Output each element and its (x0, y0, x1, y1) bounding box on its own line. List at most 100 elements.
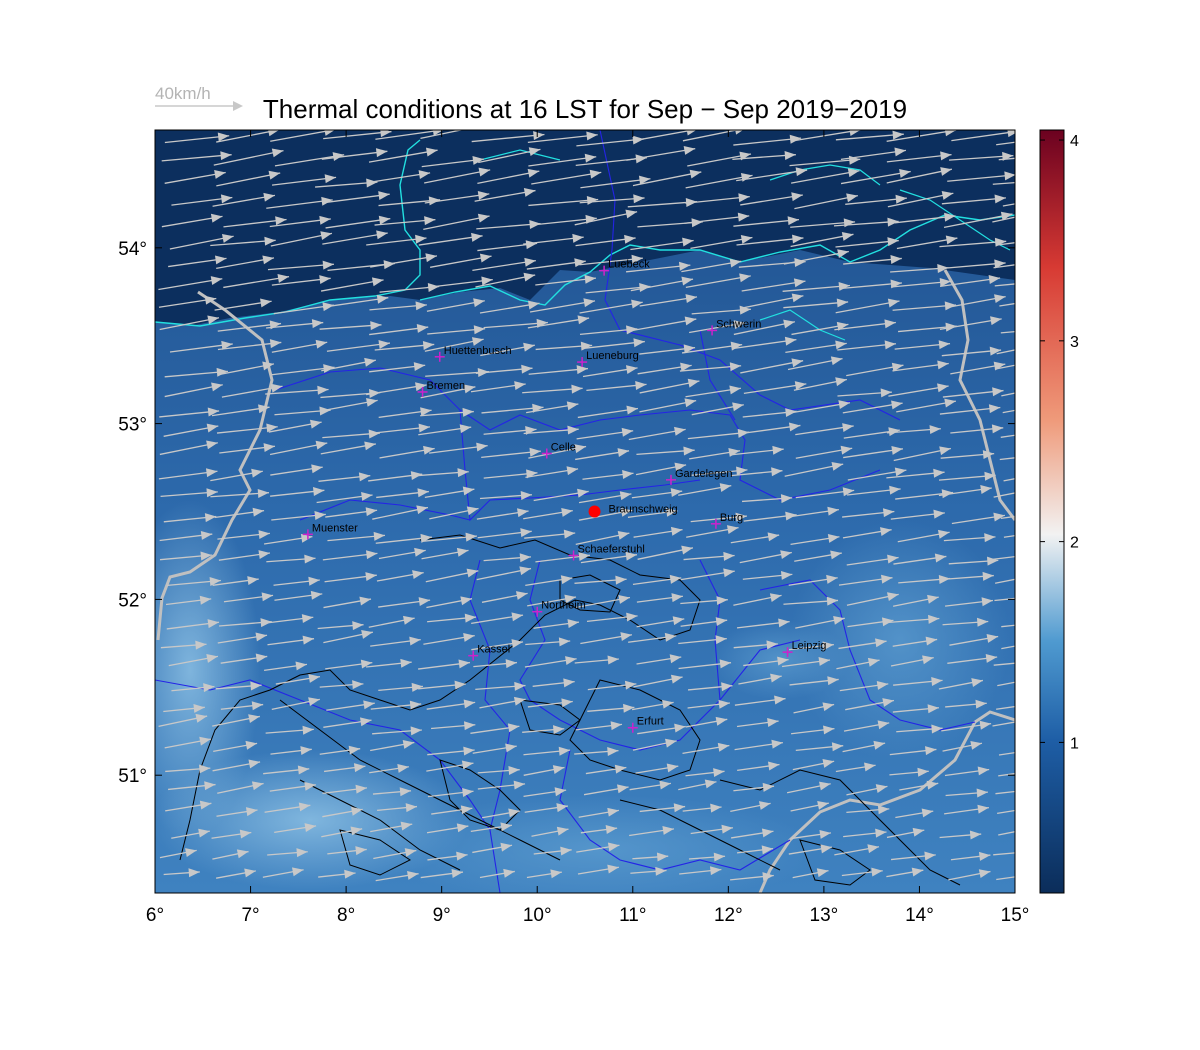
wind-arrow (790, 130, 861, 142)
wind-arrowhead (674, 462, 687, 472)
wind-arrowhead (317, 385, 329, 395)
map-panel: Luebeck Schwerin Huettenbusch Lueneburg Brem… (155, 130, 1015, 893)
wind-arrowhead (418, 170, 431, 180)
wind-arrowhead (887, 298, 900, 308)
wind-arrow (992, 181, 1015, 185)
wind-arrowhead (304, 781, 316, 791)
wind-arrowhead (985, 653, 998, 663)
wind-arrowhead (982, 571, 994, 581)
wind-arrowhead (195, 640, 207, 650)
wind-arrowhead (762, 782, 775, 792)
wind-arrowhead (460, 805, 473, 815)
wind-arrowhead (925, 636, 938, 646)
wind-arrowhead (849, 130, 861, 137)
wind-arrowhead (892, 130, 904, 140)
wind-arrowhead (258, 404, 270, 414)
wind-arrowhead (266, 423, 278, 433)
wind-arrowhead (980, 485, 992, 494)
wind-arrowhead (884, 340, 897, 350)
wind-arrowhead (315, 339, 328, 349)
wind-arrowhead (558, 746, 571, 756)
city-label-muenster: Muenster (312, 522, 358, 534)
wind-arrowhead (251, 468, 263, 478)
wind-arrowhead (204, 295, 217, 305)
wind-arrowhead (456, 851, 468, 861)
wind-arrowhead (835, 340, 847, 350)
wind-arrowhead (412, 570, 424, 579)
wind-arrowhead (324, 130, 335, 136)
site-marker-braunschweig (588, 505, 601, 518)
wind-arrowhead (322, 260, 334, 270)
colorbar-tick-label: 4 (1070, 133, 1079, 150)
wind-arrowhead (552, 765, 565, 774)
wind-arrowhead (735, 130, 744, 135)
wind-arrowhead (733, 320, 746, 330)
longitude-ticks: 6° 7° 8° 9° 10° 11° 12° 13° 14° 15° (146, 130, 1029, 926)
wind-arrowhead (820, 844, 833, 854)
wind-arrowhead (528, 147, 541, 157)
wind-arrowhead (922, 655, 934, 665)
wind-arrowhead (894, 147, 906, 157)
wind-arrow (994, 364, 1015, 370)
wind-reference-arrowhead (233, 101, 243, 111)
wind-arrow (997, 809, 1015, 815)
wind-arrowhead (911, 867, 924, 877)
wind-arrowhead (739, 273, 751, 283)
wind-arrowhead (513, 780, 526, 790)
wind-arrowhead (937, 529, 950, 539)
wind-arrow (627, 201, 698, 208)
wind-arrow (992, 555, 1015, 561)
wind-arrowhead (605, 825, 618, 834)
wind-arrowhead (620, 632, 632, 641)
wind-arrowhead (315, 440, 328, 450)
wind-arrowhead (614, 764, 627, 774)
city-label-leipzig: Leipzig (792, 640, 827, 652)
wind-arrowhead (778, 618, 790, 628)
wind-arrowhead (715, 635, 727, 645)
wind-arrow (213, 150, 284, 166)
wind-arrowhead (889, 485, 901, 495)
wind-arrow (1001, 624, 1015, 628)
wind-arrowhead (758, 801, 771, 810)
wind-arrowhead (784, 336, 797, 346)
wind-arrow (1003, 534, 1015, 538)
wind-arrowhead (270, 383, 283, 393)
wind-arrow (1000, 434, 1015, 438)
wind-arrowhead (314, 511, 326, 520)
wind-arrowhead (456, 823, 469, 833)
wind-arrowhead (831, 461, 844, 471)
terrain-contours (179, 534, 961, 886)
wind-arrowhead (617, 530, 630, 540)
wind-arrowhead (519, 553, 531, 563)
wind-arrowhead (819, 829, 831, 839)
wind-arrowhead (514, 681, 526, 691)
wind-arrowhead (255, 653, 268, 663)
wind-arrowhead (364, 441, 376, 451)
wind-arrowhead (793, 278, 806, 288)
wind-arrowhead (984, 471, 996, 481)
wind-arrowhead (556, 803, 568, 813)
wind-arrowhead (761, 828, 774, 838)
warm-area-west (155, 500, 260, 840)
wind-arrowhead (193, 703, 205, 713)
wind-arrowhead (941, 191, 954, 200)
wind-arrowhead (818, 656, 831, 666)
wind-arrowhead (251, 701, 264, 711)
wind-arrowhead (718, 699, 730, 709)
wind-arrowhead (792, 234, 804, 244)
wind-arrow (791, 170, 860, 184)
wind-arrowhead (561, 698, 573, 708)
wind-arrowhead (245, 807, 258, 817)
wind-arrowhead (263, 192, 275, 202)
wind-arrowhead (899, 168, 911, 178)
wind-arrow (321, 150, 388, 160)
wind-arrowhead (365, 550, 378, 560)
wind-arrowhead (871, 867, 883, 877)
wind-arrowhead (924, 746, 937, 756)
city-label-huettenbusch: Huettenbusch (444, 345, 512, 357)
wind-arrowhead (324, 174, 337, 184)
wind-arrowhead (248, 759, 261, 769)
wind-arrow (576, 138, 644, 147)
wind-arrowhead (355, 846, 367, 856)
wind-arrowhead (466, 506, 479, 516)
